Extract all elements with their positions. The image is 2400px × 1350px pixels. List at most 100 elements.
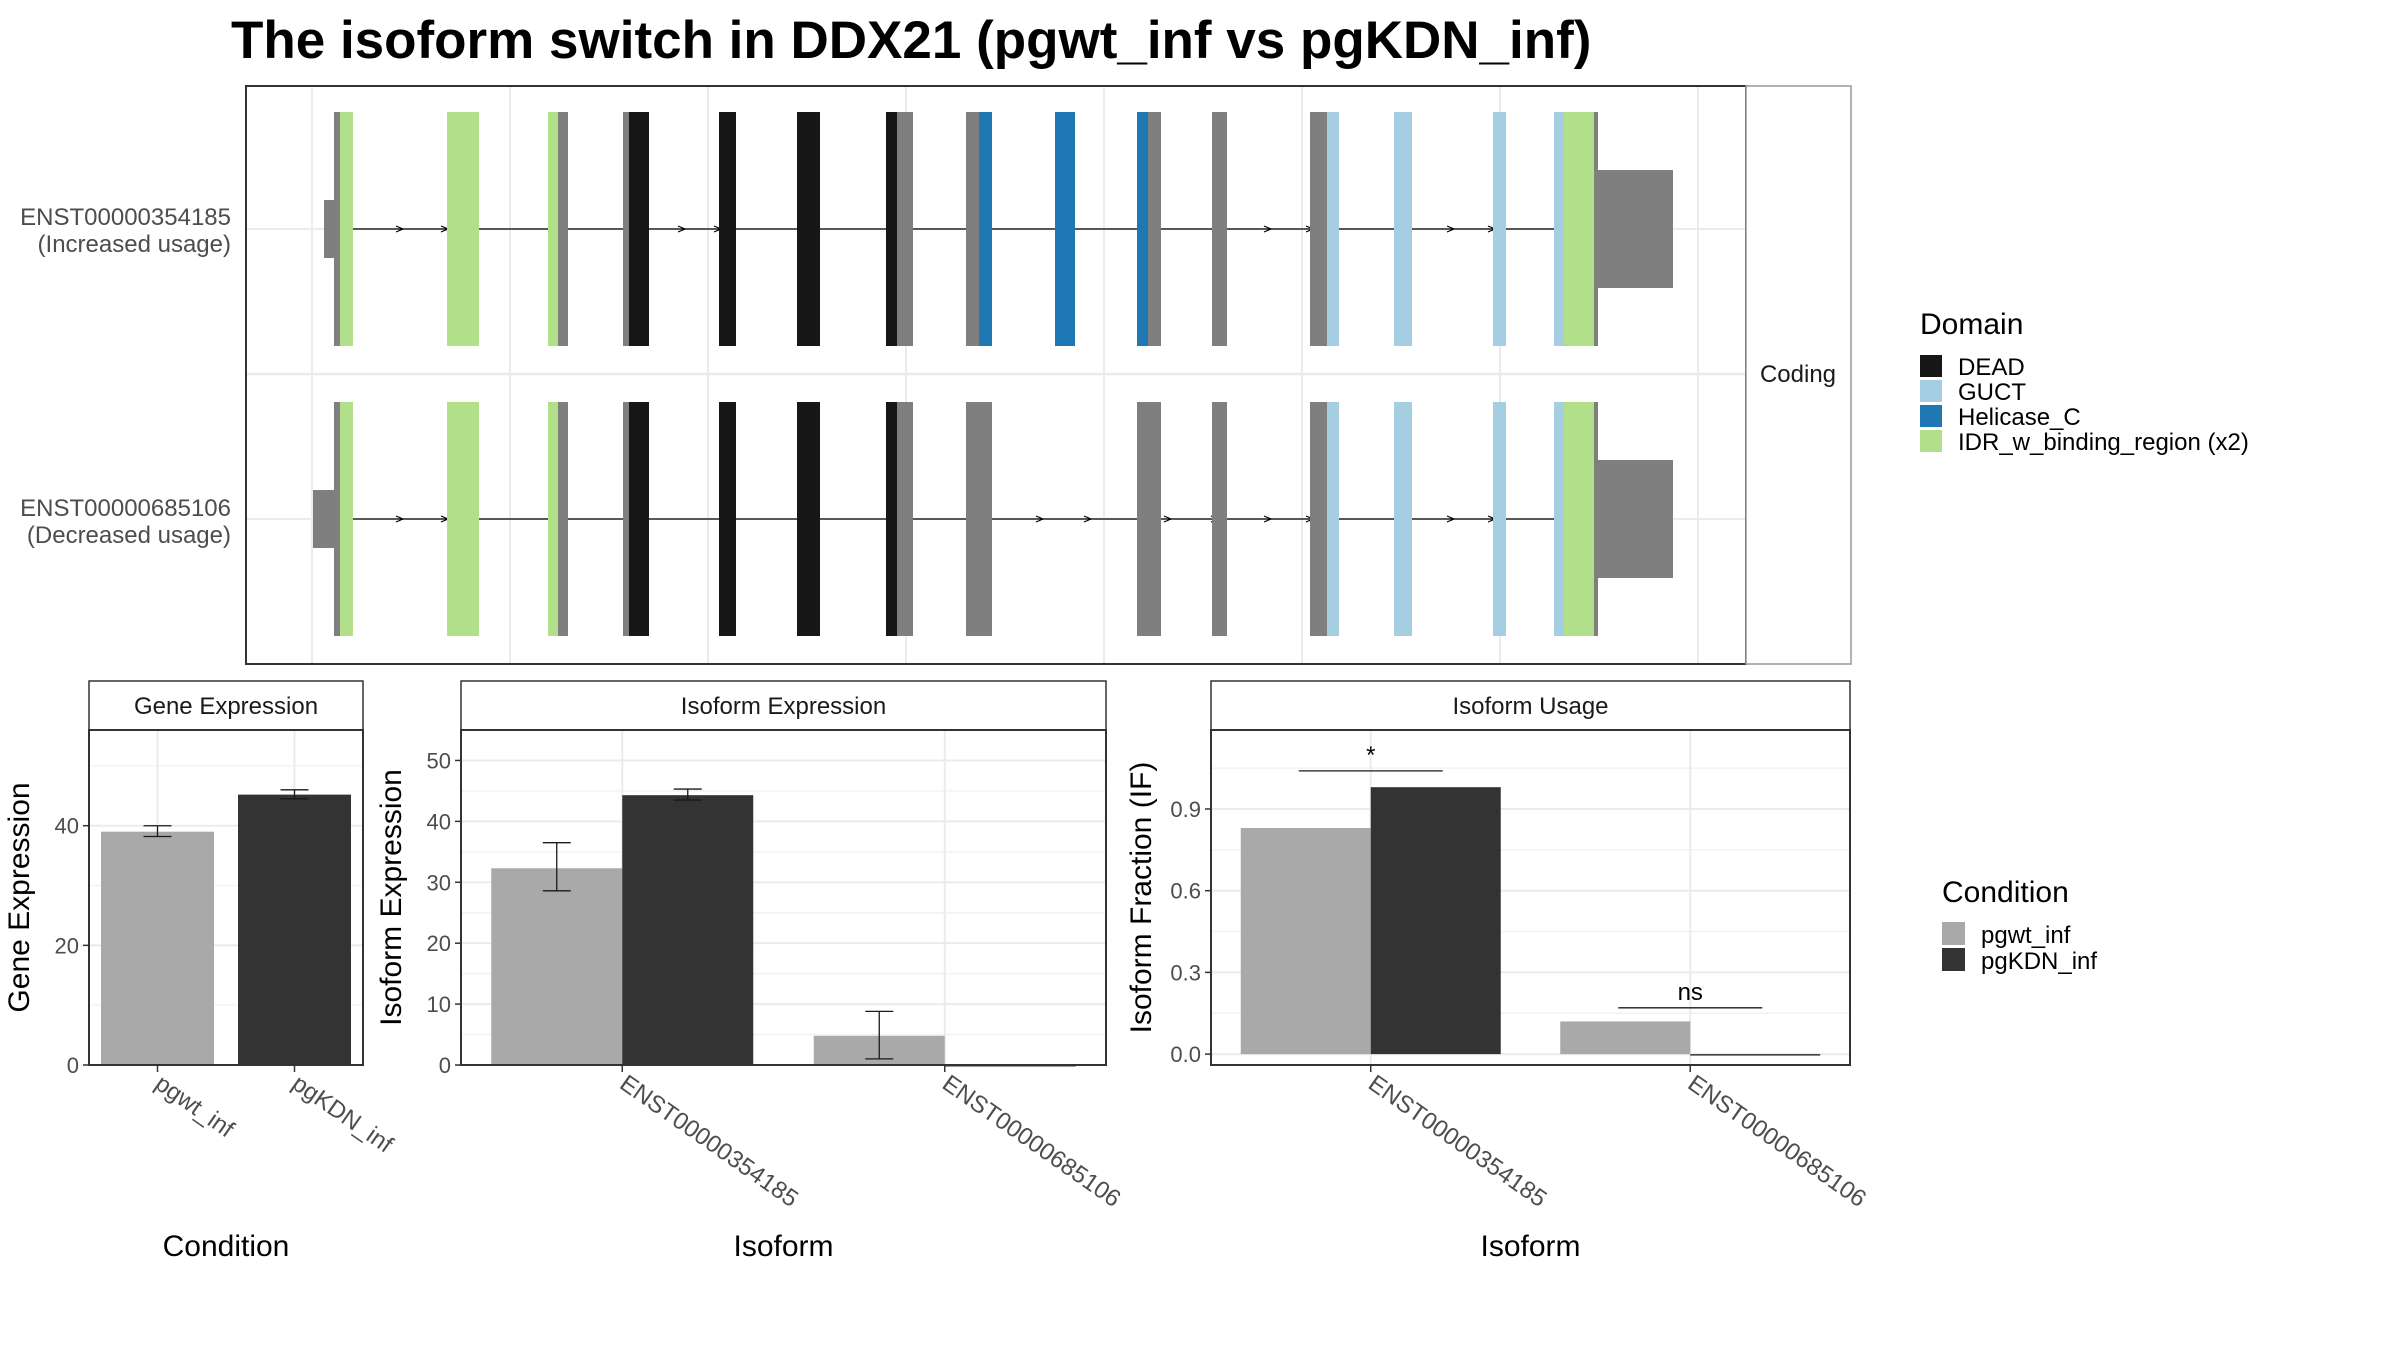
domain-legend-key-guct [1920,380,1942,402]
intron-arrow [1163,515,1173,523]
y-tick-label: 0.3 [1170,960,1201,985]
domain-legend-title: Domain [1920,308,2023,341]
bar [1690,1054,1821,1056]
exon-block [1594,402,1598,636]
y-tick-label: 40 [427,809,451,834]
structure-tracks [313,112,1673,636]
isoform-expression-panel: Isoform Expression 0 10 20 30 40 50 ENST0000035… [375,680,1126,1263]
exon-block [897,112,913,346]
exon-block [1554,402,1564,636]
y-tick-label: 0 [439,1053,451,1078]
exon-block [719,112,736,346]
panel-title: Isoform Usage [1452,693,1608,720]
intron-arrow [1263,225,1273,233]
domain-legend-key-dead [1920,355,1942,377]
structure-strip-label: Coding [1760,361,1836,388]
condition-legend-title: Condition [1942,876,2069,909]
utr-block [1598,460,1673,578]
x-axis-title: Isoform [733,1230,833,1263]
structure-strip [1745,85,1852,665]
x-tick-label: pgKDN_inf [287,1070,398,1159]
domain-legend-key-helicase-c [1920,405,1942,427]
exon-block [1564,402,1594,636]
x-axis-title: Condition [163,1230,290,1263]
intron-arrow [1263,515,1273,523]
y-tick-label: 40 [55,814,79,839]
condition-legend-label-pgwt: pgwt_inf [1981,922,2071,949]
exon-block [1394,402,1412,636]
exon-block [1327,402,1339,636]
exon-block [1212,112,1227,346]
y-tick-label: 0.6 [1170,879,1201,904]
exon-block [1212,402,1227,636]
significance-label: * [1366,742,1375,769]
exon-block [623,402,629,636]
y-tick-label: 20 [55,933,79,958]
exon-block [1493,402,1506,636]
panel-strip [1210,680,1851,731]
condition-legend-key-pgwt [1942,922,1965,945]
domain-legend: Domain DEAD GUCT Helicase_C IDR_w_bindin… [1920,308,2249,456]
exon-block [966,402,992,636]
utr-block [324,200,334,258]
exon-block [558,112,568,346]
transcript-1-id: ENST00000354185 [20,204,231,231]
intron-arrow [1446,515,1456,523]
bar [1560,1021,1691,1055]
condition-legend-key-pgkdn [1942,948,1965,971]
structure-panel: Coding ENST00000354185 (Increased usage)… [20,85,1852,665]
exon-block [340,112,353,346]
transcript-1-note: (Increased usage) [38,231,231,258]
domain-legend-label-idr: IDR_w_binding_region (x2) [1958,429,2249,456]
intron-arrow [677,225,687,233]
x-axis-title: Isoform [1480,1230,1580,1263]
plot-border [460,729,1107,1066]
exon-block [548,112,558,346]
exon-block [629,402,649,636]
significance-label: ns [1678,979,1703,1006]
intron-arrow [1035,515,1045,523]
transcript-2-id: ENST00000685106 [20,495,231,522]
x-tick-label: ENST00000685106 [937,1070,1125,1213]
domain-legend-label-dead: DEAD [1958,354,2025,381]
condition-legend: Condition pgwt_inf pgKDN_inf [1942,876,2097,975]
plot-border [88,729,364,1066]
exon-block [1554,112,1564,346]
isoform-usage-panel: Isoform Usage 0.0 0.3 0.6 0.9 * ns ENST00000354… [1125,680,1871,1263]
exon-block [897,402,913,636]
transcript-2-track [313,402,1673,636]
bar [491,868,623,1065]
x-tick-label: pgwt_inf [150,1070,239,1144]
exon-block [447,402,479,636]
domain-legend-label-guct: GUCT [1958,379,2026,406]
y-axis-title: Isoform Fraction (IF) [1125,762,1158,1034]
transcript-1-track [324,112,1673,346]
bar [238,794,351,1065]
domain-legend-label-helicase-c: Helicase_C [1958,404,2081,431]
domain-legend-key-idr [1920,430,1942,452]
gene-expression-panel: Gene Expression 0 20 40 pgwt_inf pgKDN_inf Con… [3,680,398,1263]
intron-arrow [395,515,405,523]
exon-block [1327,112,1339,346]
exon-block [623,112,629,346]
exon-block [886,112,897,346]
exon-block [1594,112,1598,346]
exon-block [340,402,353,636]
exon-block [1137,112,1148,346]
y-axis-title: Isoform Expression [375,769,408,1026]
panel-strip [460,680,1107,731]
exon-block [719,402,736,636]
exon-block [1394,112,1412,346]
y-tick-label: 0.0 [1170,1042,1201,1067]
exon-block [1148,112,1161,346]
bar [1240,828,1371,1055]
utr-block [1598,170,1673,288]
plot-border [1210,729,1851,1066]
panel-title: Gene Expression [134,693,318,720]
y-tick-label: 10 [427,992,451,1017]
bar [1370,787,1501,1055]
exon-block [548,402,558,636]
y-axis-title: Gene Expression [3,782,36,1012]
y-tick-label: 0 [67,1053,79,1078]
